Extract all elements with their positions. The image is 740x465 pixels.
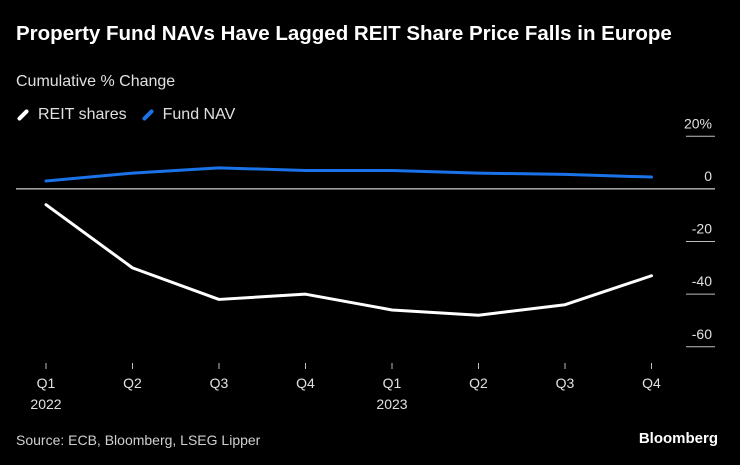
chart-subtitle: Cumulative % Change bbox=[16, 73, 176, 90]
grid-layer bbox=[16, 135, 715, 348]
legend-item-fund-nav: Fund NAV bbox=[141, 106, 236, 124]
x-tick-label-0: Q1 bbox=[37, 375, 56, 391]
source-note: Source: ECB, Bloomberg, LSEG Lipper bbox=[16, 432, 261, 448]
y-tick-label-1: 0 bbox=[704, 168, 712, 184]
series-line-fund-nav bbox=[44, 166, 653, 183]
bloomberg-logo: Bloomberg bbox=[638, 430, 718, 447]
x-tick-label-6: Q3 bbox=[556, 375, 575, 391]
x-tick-label-1: Q2 bbox=[123, 375, 142, 391]
legend-label-reit-shares: REIT shares bbox=[38, 106, 127, 123]
x-tick-label-3: Q4 bbox=[296, 375, 315, 391]
x-tick-label-2: Q3 bbox=[210, 375, 229, 391]
series-line-reit-shares bbox=[44, 203, 653, 317]
legend-item-reit-shares: REIT shares bbox=[16, 106, 127, 124]
axis-layer: 20% 0 -20 -40 -60 Q1 2022 Q2 Q3 Q4 Q1 2023 Q2 Q3 Q4 bbox=[30, 115, 712, 412]
y-tick-label-3: -40 bbox=[692, 273, 712, 289]
y-tick-label-0: 20% bbox=[684, 115, 712, 131]
chart-legend: REIT shares Fund NAV bbox=[16, 106, 249, 124]
x-year-label-4: 2023 bbox=[376, 396, 407, 412]
x-tick-label-7: Q4 bbox=[642, 375, 661, 391]
legend-label-fund-nav: Fund NAV bbox=[162, 106, 236, 123]
x-year-label-0: 2022 bbox=[30, 396, 61, 412]
x-tick-label-5: Q2 bbox=[469, 375, 488, 391]
x-tick-label-4: Q1 bbox=[383, 375, 402, 391]
y-tick-label-4: -60 bbox=[692, 326, 712, 342]
series-layer bbox=[44, 166, 653, 317]
chart-title: Property Fund NAVs Have Lagged REIT Shar… bbox=[16, 22, 672, 45]
y-tick-label-2: -20 bbox=[692, 221, 712, 237]
